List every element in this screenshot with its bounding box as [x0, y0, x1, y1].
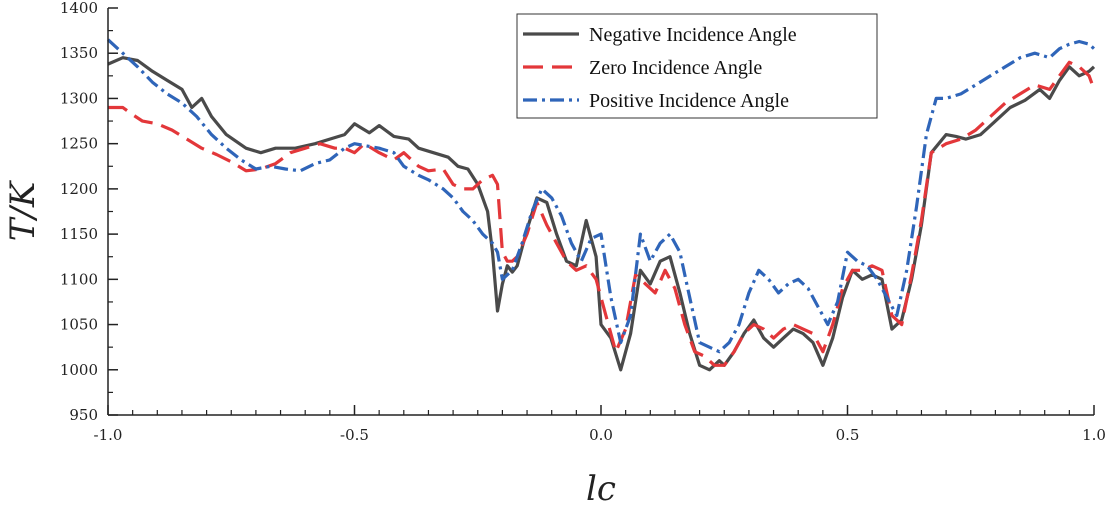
series-line-1 [108, 60, 1096, 367]
ticks-layer: 950 1000 1050 1100 1150 1200 1250 1300 1350 1400 -… [60, 0, 1106, 444]
legend: Negative Incidence Angle Zero Incidence A… [516, 13, 878, 119]
x-tick-label: -1.0 [94, 426, 123, 444]
y-tick-label: 1400 [60, 0, 98, 17]
y-tick-label: 1300 [60, 89, 98, 107]
y-tick-label: 950 [69, 406, 98, 424]
x-tick-label: -0.5 [340, 426, 369, 444]
x-tick-label: 0.0 [589, 426, 613, 444]
legend-label-1: Zero Incidence Angle [589, 57, 762, 79]
y-tick-label: 1200 [60, 180, 98, 198]
y-tick-label: 1250 [60, 135, 98, 153]
y-tick-label: 1050 [60, 316, 98, 334]
series-layer [106, 38, 1096, 372]
series-line-2 [106, 38, 1096, 354]
x-tick-label: 1.0 [1082, 426, 1106, 444]
y-tick-label: 1000 [60, 361, 98, 379]
legend-label-0: Negative Incidence Angle [589, 24, 797, 46]
y-axis-title: T/K [3, 179, 43, 241]
y-tick-label: 1350 [60, 44, 98, 62]
x-tick-label: 0.5 [836, 426, 860, 444]
y-tick-label: 1100 [60, 270, 98, 288]
x-axis-title: lc [586, 469, 616, 508]
y-tick-label: 1150 [60, 225, 98, 243]
series-line-0 [107, 56, 1096, 372]
legend-label-2: Positive Incidence Angle [589, 90, 789, 112]
